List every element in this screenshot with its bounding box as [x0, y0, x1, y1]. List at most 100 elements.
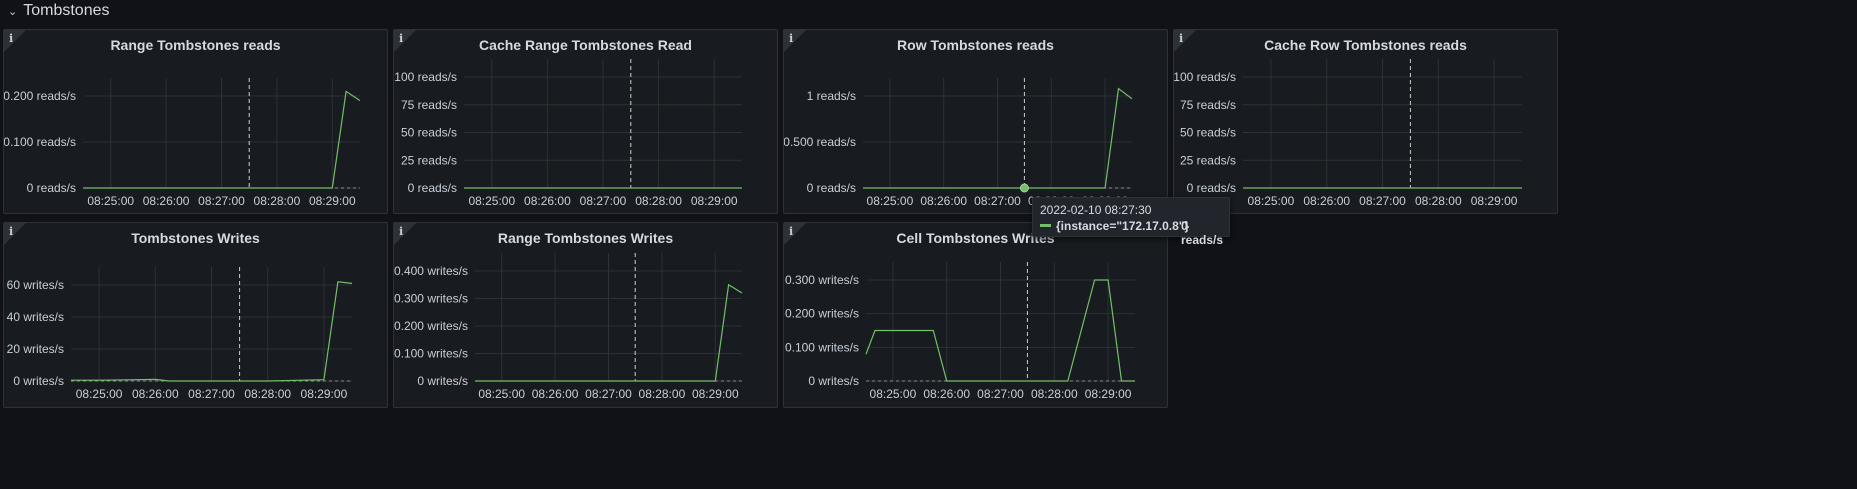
x-tick-label: 08:25:00: [87, 194, 134, 208]
panel-title[interactable]: Row Tombstones reads: [897, 37, 1054, 53]
x-tick-label: 08:27:00: [585, 387, 632, 401]
y-tick-label: 0.100 writes/s: [394, 347, 468, 361]
tooltip-series-value: 0 reads/s: [1181, 219, 1224, 247]
tooltip-series-name: {instance="172.17.0.8"}: [1056, 219, 1190, 233]
tooltip-time: 2022-02-10 08:27:30: [1040, 203, 1152, 217]
y-tick-label: 25 reads/s: [401, 153, 457, 167]
hover-point: [1019, 183, 1029, 193]
x-tick-label: 08:28:00: [244, 387, 291, 401]
x-tick-label: 08:27:00: [977, 387, 1024, 401]
panel-info-corner[interactable]: [4, 223, 26, 245]
panel-title[interactable]: Range Tombstones Writes: [497, 230, 674, 246]
panel-graph[interactable]: 0 reads/s 25 reads/s 50 reads/s 75 reads/s 1…: [1174, 30, 1559, 215]
x-tick-label: 08:26:00: [524, 194, 571, 208]
panel-info-corner[interactable]: [4, 30, 26, 52]
panel-2[interactable]: i Cache Range Tombstones Read 0 reads/s 25 …: [393, 29, 778, 214]
panel-info-corner[interactable]: [394, 30, 416, 52]
series-line: [71, 281, 353, 382]
x-tick-label: 08:28:00: [639, 387, 686, 401]
panel-4[interactable]: i Cache Row Tombstones reads 0 reads/s 25 r…: [1173, 29, 1558, 214]
y-tick-label: 0.200 writes/s: [785, 307, 859, 321]
y-tick-label: 0 writes/s: [13, 374, 64, 388]
x-tick-label: 08:25:00: [867, 194, 914, 208]
panel-graph[interactable]: 0 writes/s 0.100 writes/s 0.200 writes/s 0.…: [784, 223, 1169, 409]
panel-info-corner[interactable]: [784, 30, 806, 52]
panel-title[interactable]: Cache Range Tombstones Read: [479, 37, 692, 53]
y-tick-label: 20 writes/s: [7, 342, 64, 356]
graph-tooltip: 2022-02-10 08:27:30 {instance="172.17.0.…: [1032, 197, 1230, 247]
series-line: [83, 90, 361, 189]
panel-graph[interactable]: 0 reads/s 0.500 reads/s 1 reads/s 08:25:00 0…: [784, 30, 1169, 215]
x-tick-label: 08:27:00: [580, 194, 627, 208]
y-tick-label: 50 reads/s: [1180, 126, 1236, 140]
panel-info-corner[interactable]: [394, 223, 416, 245]
y-tick-label: 75 reads/s: [401, 98, 457, 112]
x-tick-label: 08:27:00: [198, 194, 245, 208]
tooltip-series-swatch: [1040, 224, 1051, 227]
panel-graph[interactable]: 0 reads/s 25 reads/s 50 reads/s 75 reads/s 1…: [394, 30, 779, 215]
series-line: [865, 279, 1135, 382]
x-tick-label: 08:29:00: [691, 194, 738, 208]
x-tick-label: 08:29:00: [1471, 194, 1518, 208]
y-tick-label: 0.500 reads/s: [784, 135, 856, 149]
x-tick-label: 08:28:00: [1415, 194, 1462, 208]
panel-title[interactable]: Cache Row Tombstones reads: [1264, 37, 1467, 53]
info-icon[interactable]: i: [1179, 32, 1184, 45]
row-header[interactable]: ⌄ Tombstones: [8, 0, 109, 22]
y-tick-label: 0 writes/s: [808, 374, 859, 388]
y-tick-label: 1 reads/s: [807, 89, 856, 103]
panel-3[interactable]: i Row Tombstones reads 0 reads/s 0.500 read…: [783, 29, 1168, 214]
y-tick-label: 100 reads/s: [394, 70, 457, 84]
y-tick-label: 0 reads/s: [807, 181, 856, 195]
y-tick-label: 0 writes/s: [417, 374, 468, 388]
panel-title[interactable]: Tombstones Writes: [131, 230, 260, 246]
info-icon[interactable]: i: [399, 225, 404, 238]
x-tick-label: 08:25:00: [76, 387, 123, 401]
x-tick-label: 08:27:00: [1359, 194, 1406, 208]
info-icon[interactable]: i: [789, 32, 794, 45]
y-tick-label: 0.300 writes/s: [394, 292, 468, 306]
series-line: [475, 283, 743, 382]
y-tick-label: 40 writes/s: [7, 310, 64, 324]
y-tick-label: 25 reads/s: [1180, 153, 1236, 167]
y-tick-label: 0.400 writes/s: [394, 264, 468, 278]
y-tick-label: 50 reads/s: [401, 126, 457, 140]
x-tick-label: 08:25:00: [1248, 194, 1295, 208]
x-tick-label: 08:28:00: [254, 194, 301, 208]
y-tick-label: 60 writes/s: [7, 278, 64, 292]
y-tick-label: 100 reads/s: [1174, 70, 1236, 84]
x-tick-label: 08:27:00: [188, 387, 235, 401]
x-tick-label: 08:29:00: [309, 194, 356, 208]
x-tick-label: 08:26:00: [923, 387, 970, 401]
x-tick-label: 08:29:00: [692, 387, 739, 401]
x-tick-label: 08:28:00: [1031, 387, 1078, 401]
panel-5[interactable]: i Tombstones Writes 0 writes/s 20 writes/s 4…: [3, 222, 388, 408]
panel-7[interactable]: i Cell Tombstones Writes 0 writes/s 0.100 w…: [783, 222, 1168, 408]
x-tick-label: 08:26:00: [132, 387, 179, 401]
y-tick-label: 0.300 writes/s: [785, 273, 859, 287]
y-tick-label: 0.200 writes/s: [394, 319, 468, 333]
x-tick-label: 08:26:00: [1303, 194, 1350, 208]
panel-graph[interactable]: 0 writes/s 20 writes/s 40 writes/s 60 write…: [4, 223, 389, 409]
x-tick-label: 08:29:00: [1085, 387, 1132, 401]
x-tick-label: 08:26:00: [143, 194, 190, 208]
panel-graph[interactable]: 0 reads/s 0.100 reads/s 0.200 reads/s 08:25…: [4, 30, 389, 215]
panel-info-corner[interactable]: [1174, 30, 1196, 52]
y-tick-label: 75 reads/s: [1180, 98, 1236, 112]
panel-graph[interactable]: 0 writes/s 0.100 writes/s 0.200 writes/s 0.…: [394, 223, 779, 409]
x-tick-label: 08:26:00: [532, 387, 579, 401]
panel-6[interactable]: i Range Tombstones Writes 0 writes/s 0.100 …: [393, 222, 778, 408]
y-tick-label: 0 reads/s: [1187, 181, 1236, 195]
y-tick-label: 0 reads/s: [408, 181, 457, 195]
info-icon[interactable]: i: [789, 225, 794, 238]
panel-title[interactable]: Range Tombstones reads: [110, 37, 281, 53]
chevron-down-icon[interactable]: ⌄: [8, 5, 18, 18]
info-icon[interactable]: i: [9, 32, 14, 45]
panel-1[interactable]: i Range Tombstones reads 0 reads/s 0.100 re…: [3, 29, 388, 214]
x-tick-label: 08:28:00: [635, 194, 682, 208]
panel-info-corner[interactable]: [784, 223, 806, 245]
info-icon[interactable]: i: [9, 225, 14, 238]
y-tick-label: 0.200 reads/s: [4, 89, 76, 103]
info-icon[interactable]: i: [399, 32, 404, 45]
panel-title[interactable]: Cell Tombstones Writes: [896, 230, 1055, 246]
